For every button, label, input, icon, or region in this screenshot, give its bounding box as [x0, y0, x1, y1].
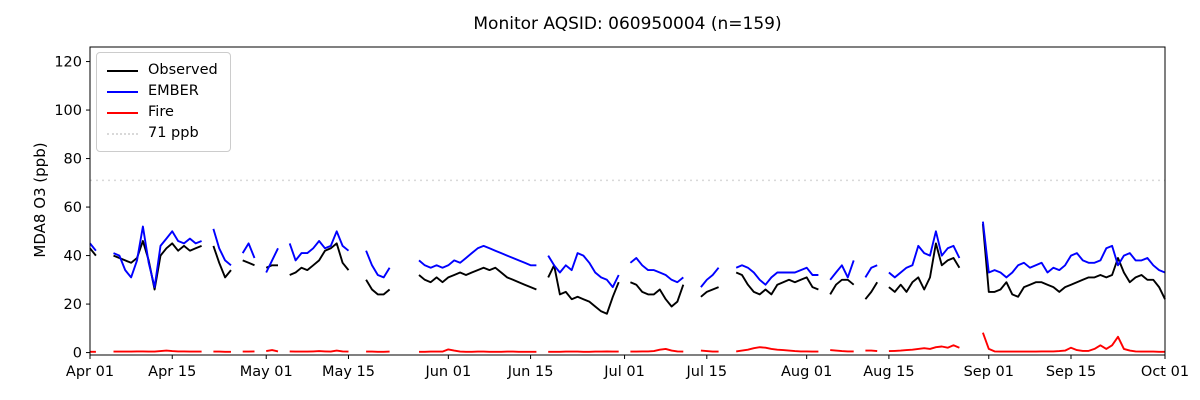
ember-line	[113, 225, 202, 289]
legend-item-fire: Fire	[107, 102, 218, 123]
x-tick-label: May 01	[240, 364, 293, 380]
fire-line	[736, 346, 819, 353]
fire-line	[830, 349, 854, 353]
legend-line-observed	[107, 69, 138, 72]
x-tick-label: Jul 01	[603, 364, 645, 380]
legend-item-threshold: 71 ppb	[107, 123, 218, 144]
x-tick-label: Oct 01	[1141, 364, 1189, 380]
observed-line	[981, 223, 1166, 300]
ember-line	[735, 264, 819, 286]
observed-line	[829, 278, 855, 295]
fire-line	[630, 347, 684, 353]
ember-line	[212, 228, 232, 267]
ember-line	[241, 242, 256, 259]
x-tick-label: Sep 15	[1046, 364, 1096, 380]
observed-line	[735, 271, 819, 296]
observed-line	[365, 279, 391, 296]
ember-line	[288, 230, 350, 262]
observed-line	[289, 242, 350, 276]
fire-line	[113, 349, 202, 353]
ember-line	[629, 257, 684, 284]
y-tick-label: 40	[64, 249, 82, 265]
observed-line	[242, 259, 255, 267]
legend: Observed EMBER Fire 71 ppb	[96, 52, 231, 152]
x-tick-label: Aug 01	[781, 364, 832, 380]
observed-line	[888, 242, 961, 293]
x-tick-label: Sep 01	[964, 364, 1014, 380]
ember-line	[418, 244, 537, 269]
y-tick-label: 100	[54, 103, 82, 119]
ember-line	[265, 247, 279, 273]
fire-line	[419, 348, 537, 353]
ember-line	[829, 260, 855, 281]
ember-line	[888, 230, 961, 279]
x-tick-label: Jul 15	[686, 364, 728, 380]
x-tick-label: Aug 15	[863, 364, 914, 380]
x-tick-label: Apr 15	[148, 364, 196, 380]
legend-item-ember: EMBER	[107, 81, 218, 102]
fire-line	[700, 349, 719, 353]
axes-box	[89, 46, 1166, 356]
ember-line	[981, 221, 1166, 279]
y-axis-label: MDA8 O3 (ppb)	[31, 142, 49, 258]
observed-line	[864, 281, 879, 300]
y-tick-label: 120	[54, 55, 82, 71]
observed-line	[89, 247, 97, 257]
y-tick-label: 60	[64, 200, 82, 216]
ember-line	[864, 264, 878, 278]
observed-line	[212, 245, 232, 279]
x-tick-label: Apr 01	[66, 364, 114, 380]
ember-line	[547, 252, 620, 289]
legend-line-ember	[107, 90, 138, 93]
legend-line-threshold	[107, 132, 138, 135]
observed-line	[547, 264, 620, 315]
fire-line	[865, 349, 878, 353]
observed-line	[700, 286, 719, 298]
legend-label-threshold: 71 ppb	[148, 125, 199, 141]
legend-label-ember: EMBER	[148, 83, 199, 99]
x-tick-label: May 15	[322, 364, 375, 380]
observed-line	[418, 266, 537, 291]
legend-line-fire	[107, 111, 138, 114]
legend-item-observed: Observed	[107, 60, 218, 81]
ember-line	[700, 267, 720, 288]
y-tick-label: 80	[64, 152, 82, 168]
fire-line	[289, 349, 349, 353]
ember-line	[89, 242, 97, 252]
fire-line	[888, 344, 960, 353]
y-tick-label: 20	[64, 297, 82, 313]
legend-label-observed: Observed	[148, 62, 218, 78]
x-tick-label: Jun 15	[507, 364, 554, 380]
observed-line	[630, 281, 685, 308]
y-tick-label: 0	[73, 346, 82, 362]
fire-line	[266, 349, 279, 353]
fire-line	[982, 332, 1165, 353]
ember-line	[365, 250, 391, 279]
chart-title: Monitor AQSID: 060950004 (n=159)	[473, 14, 782, 34]
legend-label-fire: Fire	[148, 104, 174, 120]
x-tick-label: Jun 01	[424, 364, 471, 380]
